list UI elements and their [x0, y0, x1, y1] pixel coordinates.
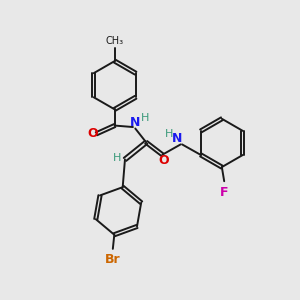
Text: H: H	[165, 129, 174, 139]
Text: H: H	[112, 153, 121, 163]
Text: N: N	[130, 116, 140, 128]
Text: N: N	[172, 132, 182, 145]
Text: H: H	[141, 113, 149, 123]
Text: O: O	[87, 127, 98, 140]
Text: Br: Br	[105, 253, 121, 266]
Text: CH₃: CH₃	[106, 36, 124, 46]
Text: F: F	[220, 186, 229, 199]
Text: O: O	[158, 154, 169, 167]
